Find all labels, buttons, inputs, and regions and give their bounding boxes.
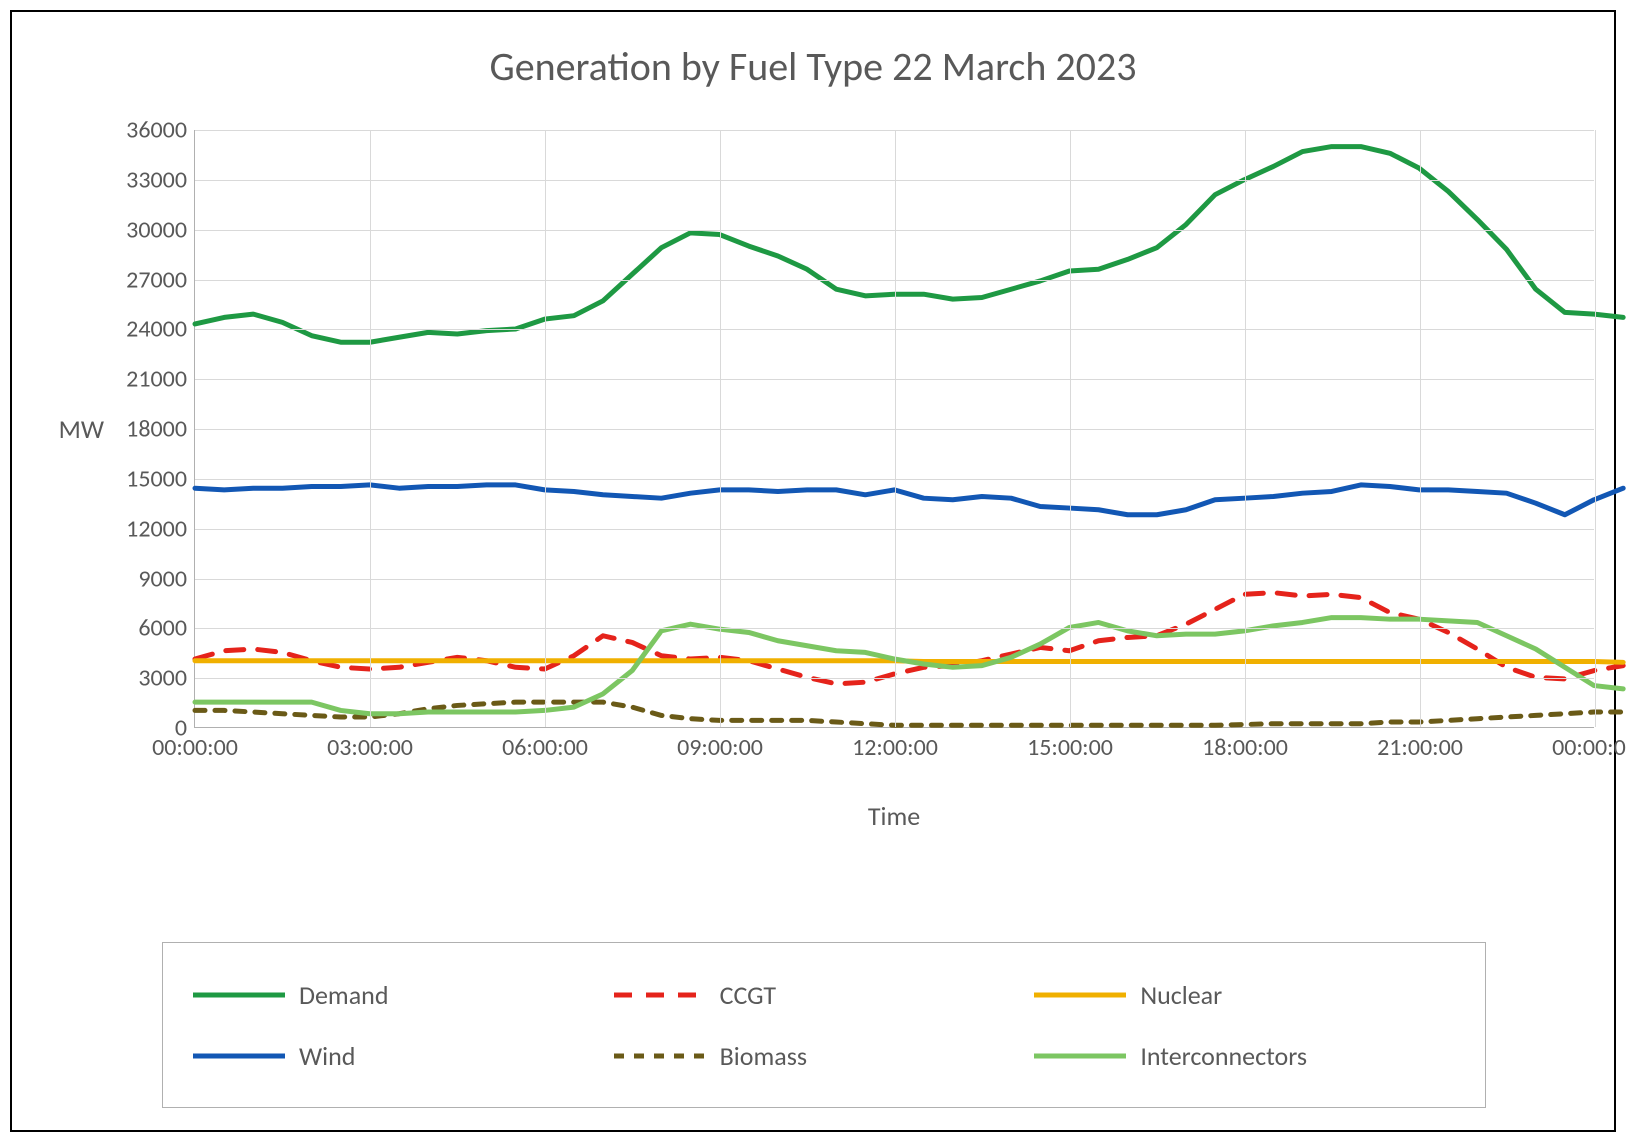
y-tick-label: 21000 [126, 365, 195, 394]
legend-label: Nuclear [1140, 979, 1222, 1011]
y-tick-label: 27000 [126, 265, 195, 294]
gridline-vertical [1420, 130, 1421, 727]
gridline-vertical [370, 130, 371, 727]
legend-item-nuclear: Nuclear [1034, 973, 1455, 1016]
legend-swatch-interconnectors [1034, 1046, 1126, 1066]
legend-label: Interconnectors [1140, 1040, 1307, 1072]
x-tick-label: 21:00:00 [1377, 727, 1463, 762]
legend-label: CCGT [720, 979, 776, 1011]
x-tick-label: 06:00:00 [502, 727, 588, 762]
y-tick-label: 9000 [138, 564, 195, 593]
y-tick-label: 30000 [126, 215, 195, 244]
y-tick-label: 33000 [126, 165, 195, 194]
x-tick-label: 00:00:00 [152, 727, 238, 762]
legend-item-wind: Wind [193, 1034, 614, 1077]
gridline-vertical [545, 130, 546, 727]
legend-swatch-demand [193, 985, 285, 1005]
chart-title: Generation by Fuel Type 22 March 2023 [0, 42, 1626, 91]
y-tick-label: 3000 [138, 664, 195, 693]
gridline-vertical [720, 130, 721, 727]
x-tick-label: 18:00:00 [1202, 727, 1288, 762]
y-tick-label: 15000 [126, 464, 195, 493]
chart-container: Generation by Fuel Type 22 March 2023 MW… [0, 0, 1626, 1142]
series-line-interconnectors [195, 618, 1623, 714]
x-tick-label: 03:00:00 [327, 727, 413, 762]
legend-label: Demand [299, 979, 388, 1011]
x-tick-label: 00:00:00 [1552, 727, 1626, 762]
plot-area: 0300060009000120001500018000210002400027… [194, 130, 1594, 728]
x-axis-label: Time [194, 800, 1594, 832]
legend-swatch-biomass [614, 1046, 706, 1066]
legend-swatch-nuclear [1034, 985, 1126, 1005]
y-tick-label: 6000 [138, 614, 195, 643]
y-tick-label: 12000 [126, 514, 195, 543]
legend: Demand CCGT Nuclear Wind Biomass Interconnect… [162, 942, 1486, 1108]
series-line-wind [195, 485, 1623, 515]
legend-item-interconnectors: Interconnectors [1034, 1034, 1455, 1077]
series-line-ccgt [195, 593, 1623, 684]
y-tick-label: 18000 [126, 415, 195, 444]
gridline-vertical [1245, 130, 1246, 727]
x-tick-label: 09:00:00 [677, 727, 763, 762]
legend-item-demand: Demand [193, 973, 614, 1016]
gridline-vertical [895, 130, 896, 727]
series-line-demand [195, 147, 1623, 343]
legend-swatch-wind [193, 1046, 285, 1066]
y-axis-label: MW [34, 413, 104, 445]
legend-item-ccgt: CCGT [614, 973, 1035, 1016]
gridline-vertical [1595, 130, 1596, 727]
x-tick-label: 15:00:00 [1027, 727, 1113, 762]
y-tick-label: 36000 [126, 116, 195, 145]
legend-swatch-ccgt [614, 985, 706, 1005]
legend-label: Wind [299, 1040, 355, 1072]
legend-item-biomass: Biomass [614, 1034, 1035, 1077]
y-tick-label: 24000 [126, 315, 195, 344]
legend-label: Biomass [720, 1040, 807, 1072]
x-tick-label: 12:00:00 [852, 727, 938, 762]
gridline-vertical [1070, 130, 1071, 727]
